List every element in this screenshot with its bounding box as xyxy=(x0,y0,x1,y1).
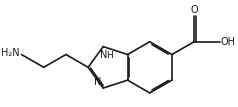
Text: N: N xyxy=(94,77,102,87)
Text: N: N xyxy=(99,50,107,60)
Text: H₂N: H₂N xyxy=(1,48,20,59)
Text: H: H xyxy=(106,51,113,60)
Text: OH: OH xyxy=(221,37,236,47)
Text: O: O xyxy=(190,5,198,15)
